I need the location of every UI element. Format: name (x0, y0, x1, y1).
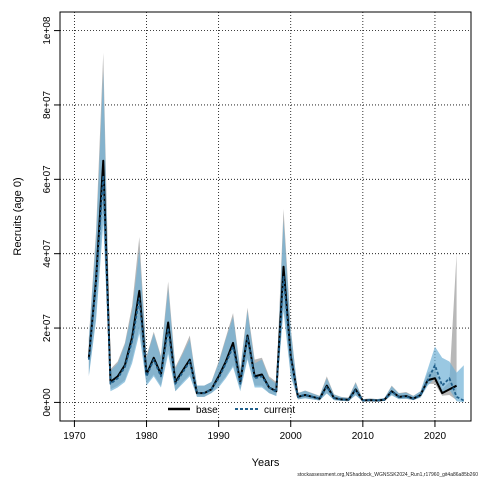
y-tick-label: 1e+08 (42, 16, 53, 45)
legend-label-current: current (264, 405, 295, 416)
x-tick-label: 2000 (280, 431, 303, 442)
y-tick-label: 4e+07 (42, 239, 53, 268)
x-tick-label: 1990 (208, 431, 231, 442)
grid (60, 12, 471, 421)
x-tick-label: 1970 (63, 431, 86, 442)
x-axis: 1970 1980 1990 2000 2010 2020 (63, 421, 447, 442)
x-axis-title: Years (252, 457, 280, 469)
y-axis: 0e+00 2e+07 4e+07 6e+07 8e+07 1e+08 (42, 16, 60, 416)
footnote: stockassessment.org,NShaddock_WGNSSK2024… (297, 472, 478, 478)
x-tick-label: 1980 (135, 431, 158, 442)
y-axis-title: Recruits (age 0) (12, 177, 24, 255)
y-tick-label: 6e+07 (42, 165, 53, 194)
legend: base current (168, 405, 295, 416)
plot-frame (59, 11, 472, 422)
y-tick-label: 8e+07 (42, 90, 53, 119)
series-lines (87, 159, 465, 402)
x-tick-label: 2020 (424, 431, 447, 442)
y-tick-label: 2e+07 (42, 314, 53, 343)
x-tick-label: 2010 (352, 431, 375, 442)
band-current (88, 71, 464, 403)
line-current (87, 174, 465, 402)
y-tick-label: 0e+00 (42, 388, 53, 417)
legend-label-base: base (196, 405, 218, 416)
